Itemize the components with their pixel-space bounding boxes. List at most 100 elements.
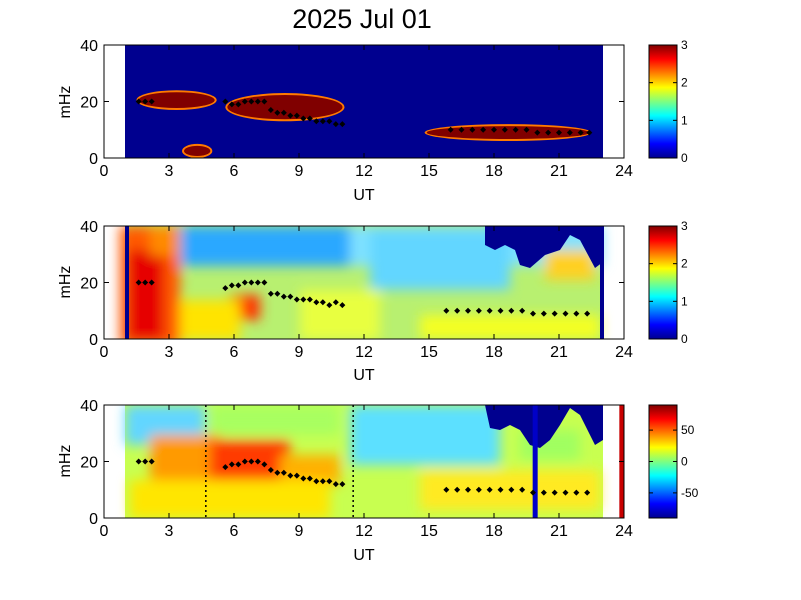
panel-2-ylabel: mHz <box>57 266 74 299</box>
ridge-point <box>586 129 593 136</box>
panel-1-ylabel: mHz <box>57 86 74 119</box>
ridge-point <box>339 481 346 488</box>
ridge-point <box>142 458 149 465</box>
ridge-point <box>562 310 569 317</box>
ridge-point <box>562 489 569 496</box>
y-tick-label: 20 <box>80 276 98 293</box>
ridge-point <box>566 129 573 136</box>
ridge-point <box>313 299 320 306</box>
ridge-point <box>228 282 235 289</box>
x-tick-label: 21 <box>550 344 568 361</box>
ridge-point <box>465 307 471 314</box>
x-tick-label: 6 <box>230 344 239 361</box>
y-tick-label: 40 <box>80 219 98 236</box>
panel-1-heatmap <box>125 45 603 158</box>
ridge-point <box>280 469 287 476</box>
panel-2-ridge <box>135 279 591 317</box>
panel-2-xlabel: UT <box>353 367 375 384</box>
ridge-point <box>135 458 142 465</box>
feature-core <box>138 92 215 108</box>
x-tick-label: 3 <box>165 344 174 361</box>
ridge-point <box>267 466 274 473</box>
feature-core <box>426 126 590 140</box>
ridge-point <box>300 475 307 482</box>
ridge-point <box>287 112 294 119</box>
ridge-point <box>573 310 580 317</box>
x-tick-label: 0 <box>100 344 109 361</box>
ridge-point <box>458 126 465 133</box>
colorbar-tick-label: 3 <box>681 38 688 52</box>
ridge-point <box>534 129 541 136</box>
feature-core <box>184 145 211 156</box>
ridge-point <box>519 307 526 314</box>
ridge-point <box>306 475 313 482</box>
ridge-point <box>287 293 294 300</box>
ridge-point <box>261 98 268 105</box>
ridge-point <box>454 486 461 493</box>
ridge-point <box>248 458 255 465</box>
ridge-point <box>254 458 261 465</box>
ridge-point <box>501 126 508 133</box>
x-tick-label: 21 <box>550 523 568 540</box>
colorbar-tick-label: 0 <box>681 455 688 469</box>
colorbar-tick-label: 2 <box>681 257 688 271</box>
x-tick-label: 0 <box>100 523 109 540</box>
ridge-point <box>293 112 300 119</box>
ridge-point <box>319 299 326 306</box>
panel-2-heatmap <box>120 226 604 339</box>
ridge-point <box>313 478 320 485</box>
ridge-point <box>545 129 552 136</box>
ridge-point <box>469 126 476 133</box>
colorbar-tick-label: 3 <box>681 219 688 233</box>
colorbar-tick-label: -50 <box>681 486 699 500</box>
ridge-point <box>326 118 333 125</box>
ridge-point <box>300 296 307 303</box>
ridge-point <box>339 302 346 309</box>
ridge-point <box>519 486 526 493</box>
ridge-point <box>228 461 235 468</box>
x-tick-label: 9 <box>295 163 304 180</box>
y-tick-label: 20 <box>80 455 98 472</box>
ridge-point <box>261 279 268 286</box>
ridge-point <box>540 489 547 496</box>
ridge-point <box>254 98 261 105</box>
ridge-point <box>486 307 493 314</box>
panel-3-ylabel: mHz <box>57 445 74 478</box>
ridge-point <box>551 310 558 317</box>
panel-3-colorbar <box>648 404 678 519</box>
x-tick-label: 12 <box>355 523 373 540</box>
x-tick-label: 18 <box>485 163 503 180</box>
x-tick-label: 9 <box>295 523 304 540</box>
x-tick-label: 9 <box>295 344 304 361</box>
ridge-point <box>241 458 248 465</box>
ridge-point <box>480 126 487 133</box>
colorbar-tick-label: 1 <box>681 294 688 308</box>
ridge-point <box>135 98 142 105</box>
x-tick-label: 15 <box>420 344 438 361</box>
ridge-point <box>319 118 326 125</box>
ridge-point <box>293 296 300 303</box>
ridge-point <box>497 486 504 493</box>
vertical-line <box>532 405 538 518</box>
ridge-point <box>274 109 281 116</box>
x-tick-label: 21 <box>550 163 568 180</box>
colorbar-tick-label: 1 <box>681 113 688 127</box>
ridge-point <box>135 279 142 286</box>
ridge-point <box>523 126 530 133</box>
x-tick-label: 6 <box>230 523 239 540</box>
feature-core <box>227 95 343 120</box>
ridge-point <box>508 307 515 314</box>
ridge-point <box>447 126 454 133</box>
ridge-point <box>454 307 461 314</box>
x-tick-label: 3 <box>165 163 174 180</box>
ridge-point <box>148 279 155 286</box>
ridge-point <box>235 101 242 108</box>
ridge-point <box>274 469 281 476</box>
ridge-point <box>332 121 339 128</box>
y-tick-label: 0 <box>89 511 98 528</box>
ridge-point <box>241 279 248 286</box>
ridge-point <box>497 307 504 314</box>
